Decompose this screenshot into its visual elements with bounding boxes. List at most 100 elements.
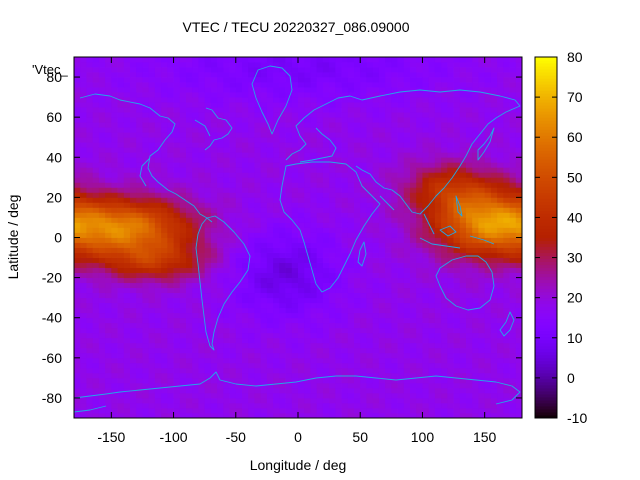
heatmap-cell [466, 322, 473, 329]
heatmap-cell [459, 152, 467, 158]
heatmap-cell [186, 77, 193, 83]
heatmap-cell [428, 362, 436, 369]
heatmap-cell [341, 202, 349, 208]
heatmap-cell [434, 217, 442, 223]
heatmap-cell [154, 137, 162, 143]
heatmap-cell [298, 292, 305, 299]
heatmap-cell [329, 102, 336, 108]
heatmap-cell [192, 402, 199, 409]
heatmap-cell [148, 357, 156, 364]
heatmap-cell [86, 407, 94, 414]
heatmap-cell [204, 77, 212, 83]
heatmap-cell [242, 317, 249, 324]
heatmap-cell [198, 162, 206, 168]
heatmap-cell [372, 252, 380, 258]
heatmap-cell [204, 352, 212, 359]
heatmap-cell [273, 257, 280, 263]
heatmap-cell [434, 267, 442, 273]
heatmap-cell [447, 347, 454, 354]
heatmap-cell [217, 317, 224, 324]
heatmap-cell [279, 207, 286, 213]
heatmap-cell [248, 367, 255, 374]
heatmap-cell [472, 72, 479, 78]
heatmap-cell [266, 322, 274, 329]
heatmap-cell [403, 207, 411, 213]
heatmap-cell [347, 227, 355, 233]
heatmap-cell [142, 297, 150, 304]
heatmap-cell [111, 242, 118, 248]
heatmap-cell [179, 367, 187, 374]
heatmap-cell [310, 152, 318, 158]
heatmap-cell [273, 222, 280, 228]
heatmap-cell [472, 242, 479, 248]
heatmap-cell [341, 147, 349, 153]
heatmap-cell [335, 197, 342, 203]
heatmap-cell [403, 292, 411, 299]
heatmap-cell [310, 172, 318, 178]
heatmap-cell [366, 177, 374, 183]
heatmap-cell [117, 112, 125, 118]
heatmap-cell [136, 407, 143, 414]
heatmap-cell [428, 167, 436, 173]
heatmap-cell [335, 172, 342, 178]
heatmap-cell [403, 232, 411, 238]
heatmap-cell [391, 122, 398, 128]
heatmap-cell [341, 392, 349, 399]
heatmap-cell [391, 322, 398, 329]
heatmap-cell [186, 407, 193, 414]
heatmap-cell [260, 312, 268, 319]
heatmap-cell [478, 382, 486, 389]
heatmap-cell [167, 387, 174, 394]
heatmap-cell [148, 132, 156, 138]
heatmap-cell [372, 327, 380, 334]
heatmap-cell [291, 412, 299, 419]
heatmap-cell [235, 257, 243, 263]
heatmap-cell [403, 177, 411, 183]
heatmap-cell [98, 82, 106, 88]
heatmap-cell [416, 222, 423, 228]
heatmap-cell [266, 282, 274, 289]
heatmap-cell [335, 332, 342, 339]
heatmap-cell [279, 57, 286, 63]
heatmap-cell [304, 392, 311, 399]
heatmap-cell [173, 347, 181, 354]
heatmap-cell [248, 157, 255, 163]
heatmap-cell [186, 112, 193, 118]
heatmap-cell [92, 317, 100, 324]
heatmap-cell [92, 402, 100, 409]
heatmap-cell [130, 262, 137, 268]
heatmap-cell [136, 202, 143, 208]
heatmap-cell [434, 287, 442, 294]
heatmap-cell [74, 162, 81, 168]
heatmap-cell [248, 102, 255, 108]
heatmap-cell [434, 322, 442, 329]
heatmap-cell [291, 277, 299, 284]
heatmap-cell [329, 407, 336, 414]
heatmap-cell [210, 342, 218, 349]
heatmap-cell [335, 267, 342, 273]
heatmap-cell [466, 312, 473, 319]
heatmap-cell [148, 262, 156, 268]
heatmap-cell [192, 67, 199, 73]
heatmap-cell [490, 277, 498, 284]
heatmap-cell [478, 177, 486, 183]
heatmap-cell [217, 72, 224, 78]
heatmap-cell [198, 57, 206, 63]
heatmap-cell [229, 112, 237, 118]
heatmap-cell [378, 187, 386, 193]
heatmap-cell [266, 82, 274, 88]
heatmap-cell [403, 347, 411, 354]
heatmap-cell [229, 392, 237, 399]
heatmap-cell [316, 312, 324, 319]
heatmap-cell [235, 212, 243, 218]
heatmap-cell [441, 132, 448, 138]
heatmap-cell [210, 222, 218, 228]
heatmap-cell [80, 162, 87, 168]
heatmap-cell [391, 217, 398, 223]
heatmap-cell [478, 142, 486, 148]
heatmap-cell [273, 342, 280, 349]
heatmap-cell [123, 187, 131, 193]
heatmap-cell [136, 337, 143, 344]
heatmap-cell [142, 97, 150, 103]
heatmap-cell [117, 172, 125, 178]
